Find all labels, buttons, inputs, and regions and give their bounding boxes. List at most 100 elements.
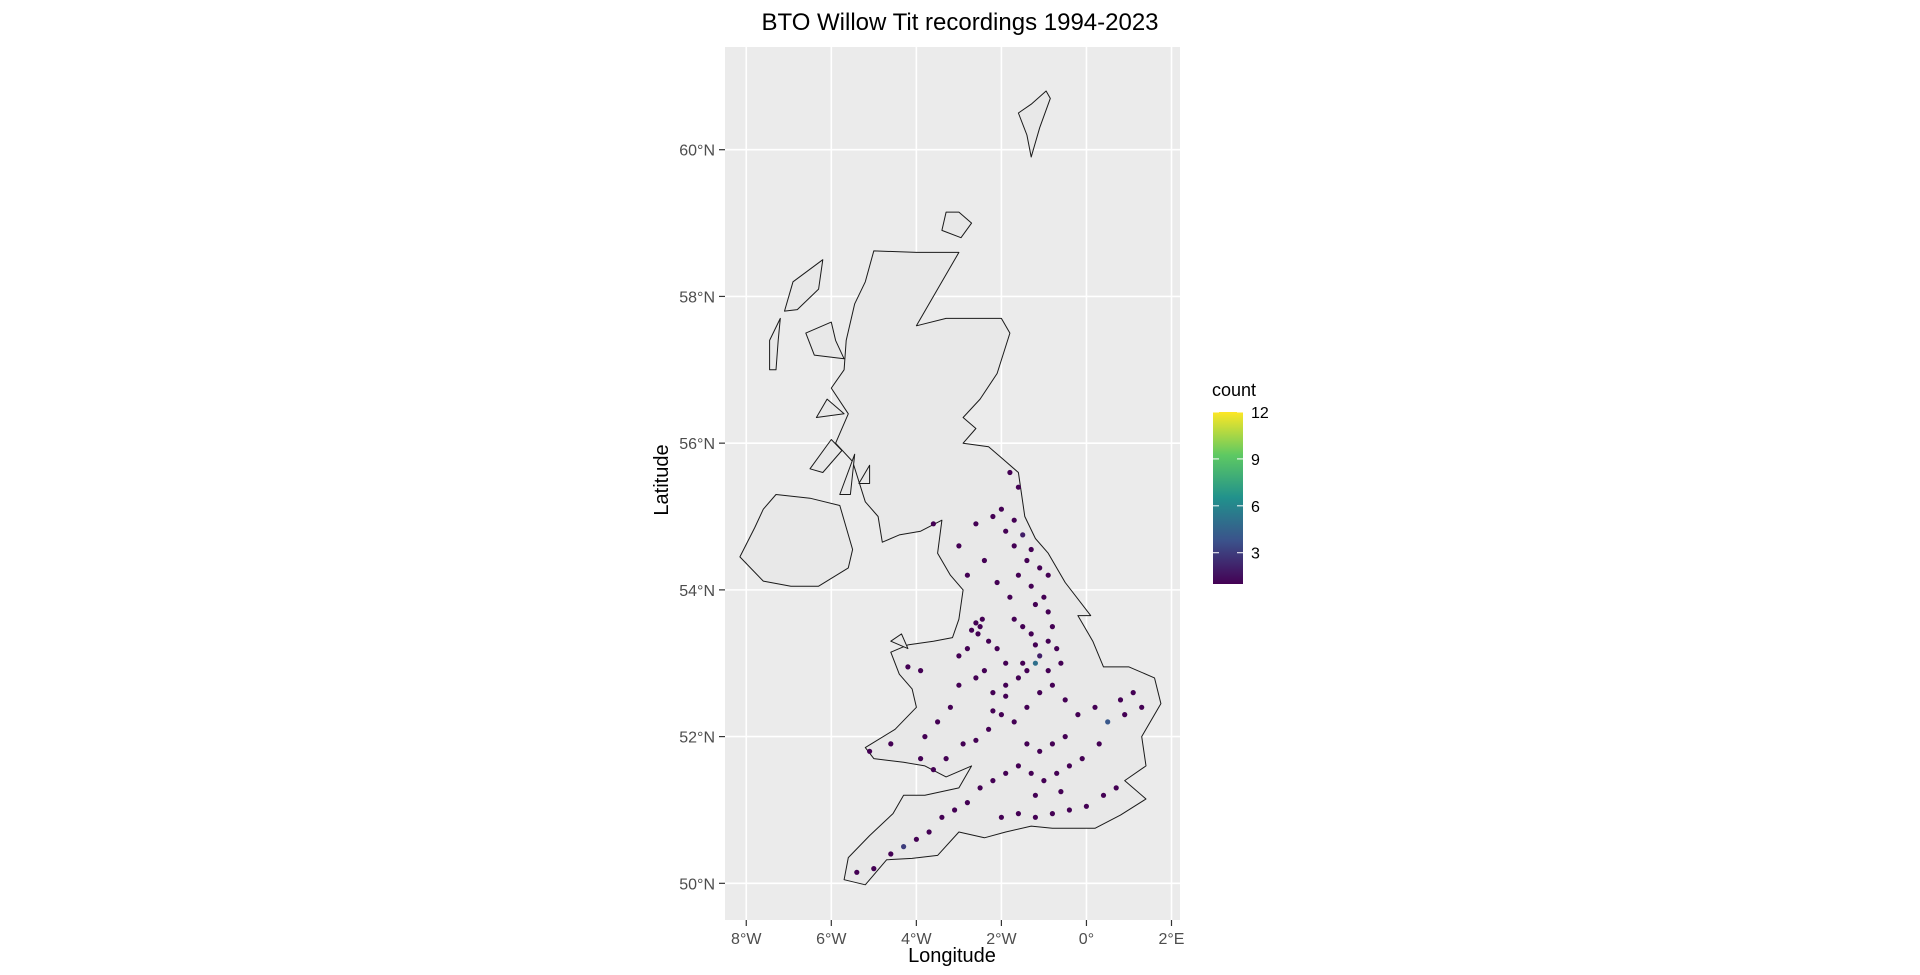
point-32 <box>1058 660 1064 666</box>
point-103 <box>973 521 979 527</box>
legend-label-0: 3 <box>1251 546 1260 563</box>
point-37 <box>973 675 979 681</box>
x-tick-label-2: 4°W <box>901 931 932 948</box>
point-99 <box>1045 609 1051 615</box>
point-48 <box>1024 704 1030 710</box>
point-69 <box>964 800 971 806</box>
point-33 <box>1024 668 1030 674</box>
point-81 <box>1049 811 1055 817</box>
region-great-britain <box>830 250 1162 886</box>
point-83 <box>1083 803 1089 809</box>
point-29 <box>1045 638 1051 644</box>
point-70 <box>952 807 958 813</box>
point-80 <box>1032 814 1038 820</box>
point-34 <box>1015 675 1022 681</box>
point-27 <box>1032 642 1038 648</box>
point-71 <box>939 814 945 820</box>
point-26 <box>1028 631 1034 637</box>
point-61 <box>1066 763 1072 769</box>
point-63 <box>1041 778 1047 784</box>
point-1 <box>1015 484 1022 490</box>
point-107 <box>1045 668 1051 674</box>
legend: count 3 6 9 12 <box>1212 380 1269 584</box>
point-6 <box>1028 546 1034 553</box>
point-67 <box>990 778 996 784</box>
point-8 <box>1011 543 1017 549</box>
point-85 <box>1113 785 1119 791</box>
x-axis-title: Longitude <box>908 945 996 967</box>
point-21 <box>979 616 985 622</box>
point-87 <box>1024 741 1030 747</box>
point-97 <box>1003 660 1009 666</box>
point-7 <box>990 513 996 520</box>
point-100 <box>1032 601 1038 608</box>
y-tick-label-1: 52°N <box>679 730 715 747</box>
point-25 <box>1020 624 1026 630</box>
y-tick-label-5: 60°N <box>679 143 715 160</box>
point-66 <box>1003 770 1009 776</box>
point-30 <box>1049 624 1055 630</box>
point-56 <box>1130 690 1136 696</box>
point-112 <box>930 767 937 773</box>
point-73 <box>913 836 920 842</box>
point-60 <box>1079 756 1085 762</box>
region-uist <box>769 317 781 371</box>
legend-label-3: 12 <box>1251 405 1269 422</box>
legend-label-2: 9 <box>1251 452 1260 469</box>
y-axis: 50°N 52°N 54°N 56°N 58°N 60°N <box>679 143 725 893</box>
point-46 <box>998 712 1005 718</box>
point-79 <box>1015 811 1022 817</box>
point-16 <box>994 579 1000 586</box>
point-75 <box>888 851 894 857</box>
point-54 <box>1105 719 1111 725</box>
point-3 <box>1011 517 1017 523</box>
point-13 <box>1028 583 1034 589</box>
point-40 <box>935 719 941 725</box>
y-tick-label-2: 54°N <box>679 583 715 600</box>
point-90 <box>918 668 924 674</box>
point-43 <box>960 741 966 747</box>
point-98 <box>981 668 988 674</box>
point-39 <box>947 704 954 710</box>
point-0 <box>1007 469 1013 476</box>
point-45 <box>986 726 992 732</box>
point-62 <box>1054 770 1060 776</box>
point-55 <box>1117 697 1124 703</box>
point-24 <box>1011 616 1017 622</box>
point-4 <box>1003 528 1009 534</box>
point-102 <box>930 521 937 527</box>
region-mull <box>815 398 845 418</box>
point-78 <box>998 814 1005 820</box>
point-86 <box>1037 748 1043 754</box>
point-94 <box>956 653 962 659</box>
region-shetland <box>1017 90 1051 158</box>
point-68 <box>977 785 983 791</box>
point-59 <box>1096 741 1102 747</box>
point-76 <box>871 866 877 872</box>
x-tick-label-0: 8°W <box>731 931 762 948</box>
point-15 <box>1007 594 1013 600</box>
x-tick-label-1: 6°W <box>816 931 847 948</box>
point-101 <box>956 543 962 549</box>
x-tick-label-5: 2°E <box>1159 931 1185 948</box>
point-14 <box>1041 594 1047 600</box>
points-layer <box>854 469 1145 875</box>
point-51 <box>1062 697 1068 703</box>
x-tick-label-3: 2°W <box>986 931 1017 948</box>
point-5 <box>1020 532 1026 538</box>
point-52 <box>1075 712 1081 718</box>
point-95 <box>964 646 971 652</box>
legend-colorbar <box>1213 412 1243 584</box>
point-38 <box>956 682 962 688</box>
point-53 <box>1092 704 1098 710</box>
x-tick-label-4: 0° <box>1079 931 1094 948</box>
point-110 <box>1003 693 1009 699</box>
point-113 <box>918 756 924 762</box>
region-islay-jura <box>809 439 843 473</box>
x-axis: 8°W 6°W 4°W 2°W 0° 2°E <box>731 920 1184 948</box>
point-12 <box>1015 572 1022 578</box>
point-19 <box>969 627 975 633</box>
point-18 <box>977 624 983 630</box>
legend-label-1: 6 <box>1251 499 1260 516</box>
point-9 <box>1024 557 1030 564</box>
